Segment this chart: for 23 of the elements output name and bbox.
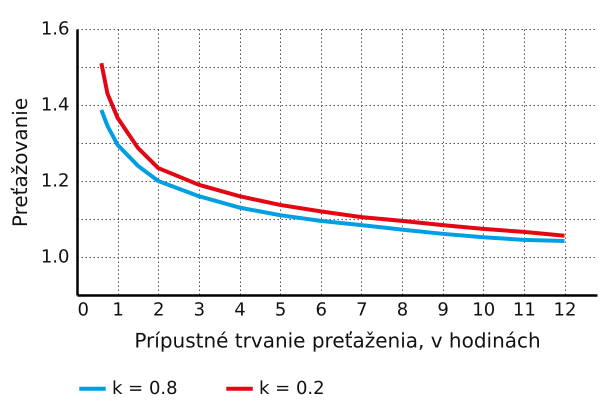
y-axis-title: Preťažovanie — [8, 98, 32, 228]
x-tick-label: 2 — [153, 300, 164, 320]
x-tick-label: 10 — [472, 300, 496, 320]
y-tick-label: 1.0 — [40, 246, 70, 268]
x-tick-label: 0 — [78, 300, 89, 320]
y-tick-label: 1.2 — [40, 170, 70, 192]
x-tick-label: 3 — [194, 300, 206, 320]
x-tick-label: 8 — [396, 300, 408, 320]
x-tick-label: 12 — [554, 300, 576, 320]
x-axis-title: Prípustné trvanie preťaženia, v hodinách — [134, 328, 541, 352]
y-tick-label: 1.6 — [40, 18, 70, 40]
y-tick-label: 1.4 — [40, 94, 70, 116]
line-series — [99, 61, 566, 238]
x-tick-label: 11 — [512, 300, 536, 320]
x-tick-label: 6 — [316, 300, 327, 320]
x-tick-label: 1 — [112, 300, 124, 320]
x-tick-label: 5 — [274, 300, 286, 320]
line-series — [99, 108, 566, 244]
x-tick-label: 4 — [234, 300, 246, 320]
x-tick-label: 7 — [356, 300, 368, 320]
x-tick-label: 9 — [437, 300, 449, 320]
legend-label: k = 0.2 — [259, 378, 325, 399]
legend-label: k = 0.8 — [112, 378, 178, 399]
